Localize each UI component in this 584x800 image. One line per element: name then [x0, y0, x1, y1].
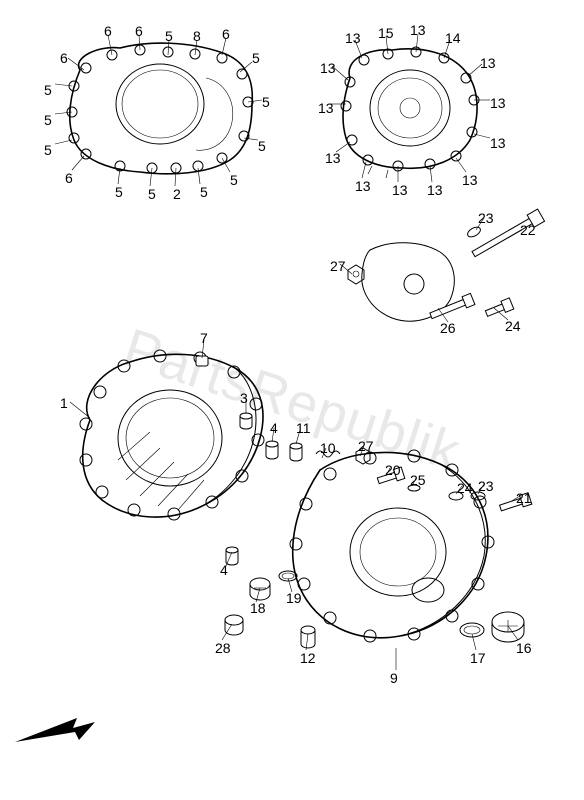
callout-label: 2 [173, 186, 181, 202]
diagram-canvas: PartsRepublik [0, 0, 584, 800]
callout-label: 5 [148, 186, 156, 202]
callout-label: 7 [200, 330, 208, 346]
callout-label: 24 [457, 480, 473, 496]
callout-label: 11 [296, 420, 311, 436]
callout-label: 5 [115, 184, 123, 200]
callout-label: 5 [262, 94, 270, 110]
callout-label: 15 [378, 25, 394, 41]
callout-label: 3 [240, 390, 248, 406]
callout-label: 5 [44, 112, 52, 128]
callout-label: 10 [320, 440, 336, 456]
callout-label: 13 [345, 30, 361, 46]
callout-label: 22 [520, 222, 536, 238]
callout-label: 20 [385, 462, 401, 478]
callout-label: 24 [505, 318, 521, 334]
callout-label: 17 [470, 650, 486, 666]
callout-label: 4 [270, 420, 278, 436]
callout-label: 12 [300, 650, 316, 666]
callout-label: 4 [220, 562, 228, 578]
callout-label: 13 [325, 150, 341, 166]
callout-label: 13 [320, 60, 336, 76]
callout-label: 18 [250, 600, 266, 616]
callout-label: 13 [427, 182, 443, 198]
lower-plugs [225, 547, 524, 648]
clutch-cover-gasket [67, 43, 253, 174]
callout-label: 13 [355, 178, 371, 194]
direction-arrow-icon [15, 710, 105, 760]
callout-label: 6 [60, 50, 68, 66]
callout-label: 6 [65, 170, 73, 186]
callout-label: 25 [410, 472, 426, 488]
leader-lines [55, 34, 522, 670]
callout-label: 8 [193, 28, 201, 44]
callout-label: 13 [318, 100, 334, 116]
clutch-cover [80, 350, 264, 520]
callout-label: 13 [410, 22, 426, 38]
magneto-cover-gasket [341, 47, 479, 178]
callout-label: 23 [478, 210, 494, 226]
callout-label: 1 [60, 395, 68, 411]
callout-label: 14 [445, 30, 461, 46]
callout-label: 19 [286, 590, 302, 606]
technical-drawing [0, 0, 584, 800]
callout-label: 13 [490, 135, 506, 151]
sprocket-cover [348, 209, 545, 321]
callout-label: 26 [440, 320, 456, 336]
callout-label: 28 [215, 640, 231, 656]
callout-label: 13 [490, 95, 506, 111]
callout-label: 5 [165, 28, 173, 44]
callout-label: 16 [516, 640, 532, 656]
callout-label: 23 [478, 478, 494, 494]
callout-label: 13 [480, 55, 496, 71]
callout-label: 5 [258, 138, 266, 154]
callout-label: 5 [200, 184, 208, 200]
callout-label: 5 [44, 142, 52, 158]
callout-label: 27 [358, 438, 374, 454]
callout-label: 6 [104, 23, 112, 39]
callout-label: 5 [230, 172, 238, 188]
callout-label: 5 [252, 50, 260, 66]
callout-label: 13 [392, 182, 408, 198]
callout-label: 5 [44, 82, 52, 98]
callout-label: 6 [222, 26, 230, 42]
callout-label: 6 [135, 23, 143, 39]
callout-label: 13 [462, 172, 478, 188]
callout-label: 21 [516, 490, 532, 506]
callout-label: 9 [390, 670, 398, 686]
callout-label: 27 [330, 258, 346, 274]
